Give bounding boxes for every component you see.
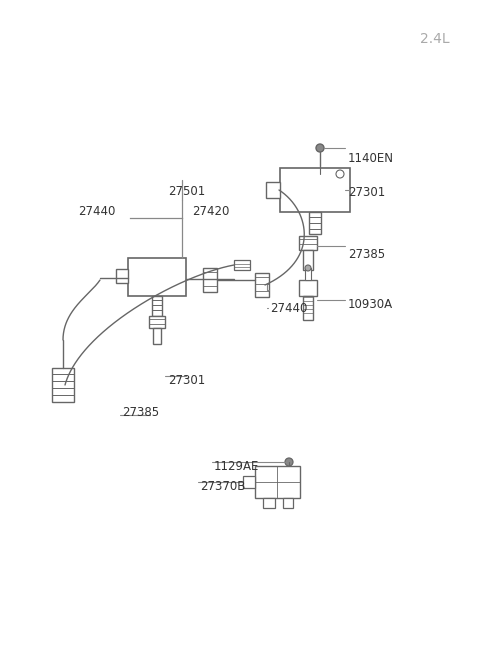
Bar — [309, 212, 321, 234]
Text: 27420: 27420 — [192, 205, 229, 218]
Text: 27440: 27440 — [270, 301, 307, 314]
Text: 27301: 27301 — [348, 185, 385, 198]
Bar — [234, 260, 250, 270]
Bar — [52, 368, 74, 402]
Bar — [153, 328, 161, 344]
Text: 2.4L: 2.4L — [420, 32, 450, 46]
Bar — [303, 296, 313, 320]
Bar — [152, 296, 162, 316]
Text: 27385: 27385 — [348, 248, 385, 261]
Bar — [299, 280, 317, 296]
Bar — [203, 268, 217, 292]
Bar — [255, 466, 300, 498]
Circle shape — [336, 170, 344, 178]
Text: 27440: 27440 — [78, 205, 115, 218]
Text: 27301: 27301 — [168, 373, 205, 386]
Bar — [266, 182, 280, 198]
Text: 27370B: 27370B — [200, 479, 245, 493]
Bar — [280, 168, 350, 212]
Bar — [305, 268, 311, 280]
Bar — [299, 236, 317, 250]
Bar — [149, 316, 165, 328]
Bar — [128, 258, 186, 296]
Circle shape — [316, 144, 324, 152]
Text: 1140EN: 1140EN — [348, 151, 394, 164]
Text: 27501: 27501 — [168, 185, 205, 198]
Bar — [243, 476, 255, 488]
Bar — [116, 269, 128, 283]
Bar — [263, 498, 275, 508]
Text: 27385: 27385 — [122, 405, 159, 419]
Bar — [283, 498, 293, 508]
Text: 1129AE: 1129AE — [214, 460, 259, 472]
Bar — [303, 250, 313, 270]
Text: 10930A: 10930A — [348, 299, 393, 312]
Circle shape — [285, 458, 293, 466]
Bar — [255, 273, 269, 297]
Circle shape — [305, 265, 311, 271]
